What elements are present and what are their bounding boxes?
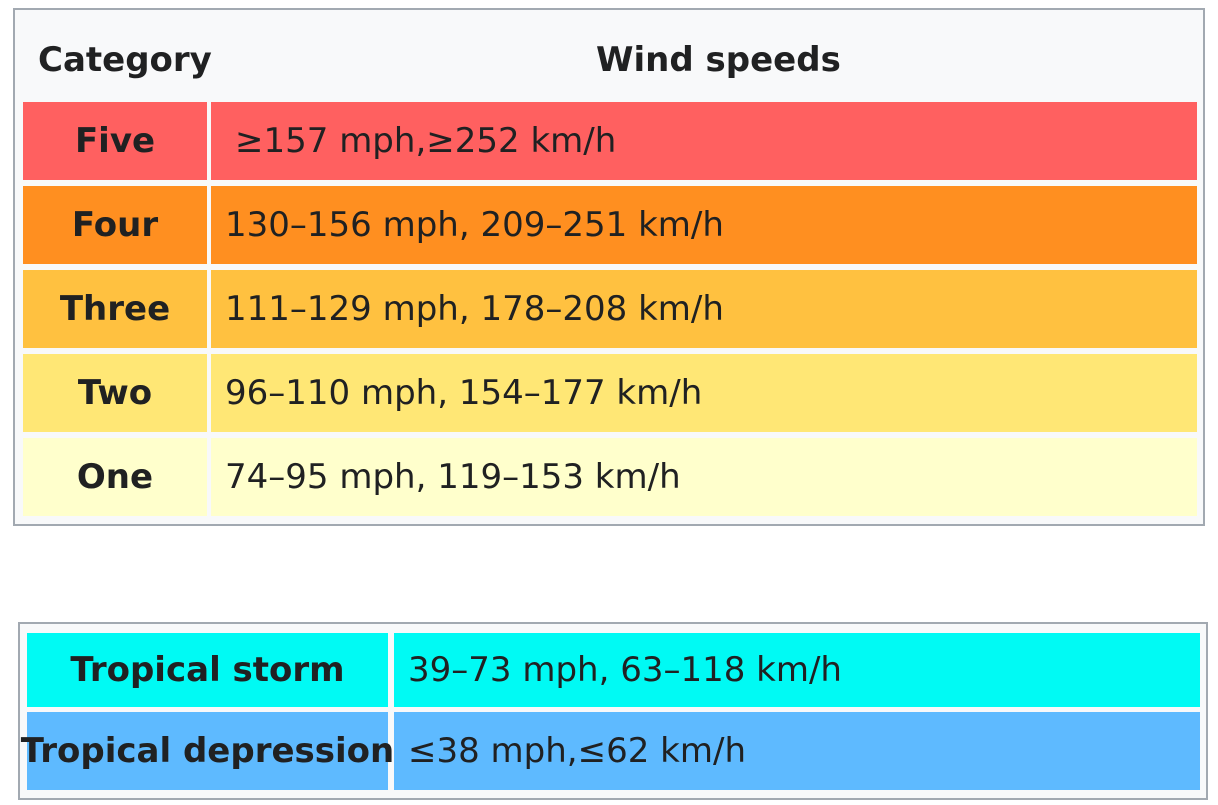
category-three-speed-cell: 111–129 mph, 178–208 km/h (211, 270, 1197, 348)
header-category: Category (38, 40, 212, 80)
tropical-storm-cell: Tropical storm (27, 633, 388, 707)
category-four-speed-cell: 130–156 mph, 209–251 km/h (211, 186, 1197, 264)
tropical-system-table: Tropical storm 39–73 mph, 63–118 km/h Tr… (18, 622, 1208, 800)
header-wind-speeds: Wind speeds (596, 40, 841, 80)
tropical-depression-speed-cell: ≤38 mph,≤62 km/h (394, 712, 1200, 790)
category-one-cell: One (23, 438, 207, 516)
category-two-speed-cell: 96–110 mph, 154–177 km/h (211, 354, 1197, 432)
hurricane-category-table: Category Wind speeds Five ≥157 mph,≥252 … (13, 8, 1205, 526)
category-three-cell: Three (23, 270, 207, 348)
category-five-speed-cell: ≥157 mph,≥252 km/h (211, 102, 1197, 180)
category-four-cell: Four (23, 186, 207, 264)
tropical-depression-cell: Tropical depression (21, 712, 394, 790)
category-two-cell: Two (23, 354, 207, 432)
category-five-cell: Five (23, 102, 207, 180)
category-one-speed-cell: 74–95 mph, 119–153 km/h (211, 438, 1197, 516)
tropical-storm-speed-cell: 39–73 mph, 63–118 km/h (394, 633, 1200, 707)
